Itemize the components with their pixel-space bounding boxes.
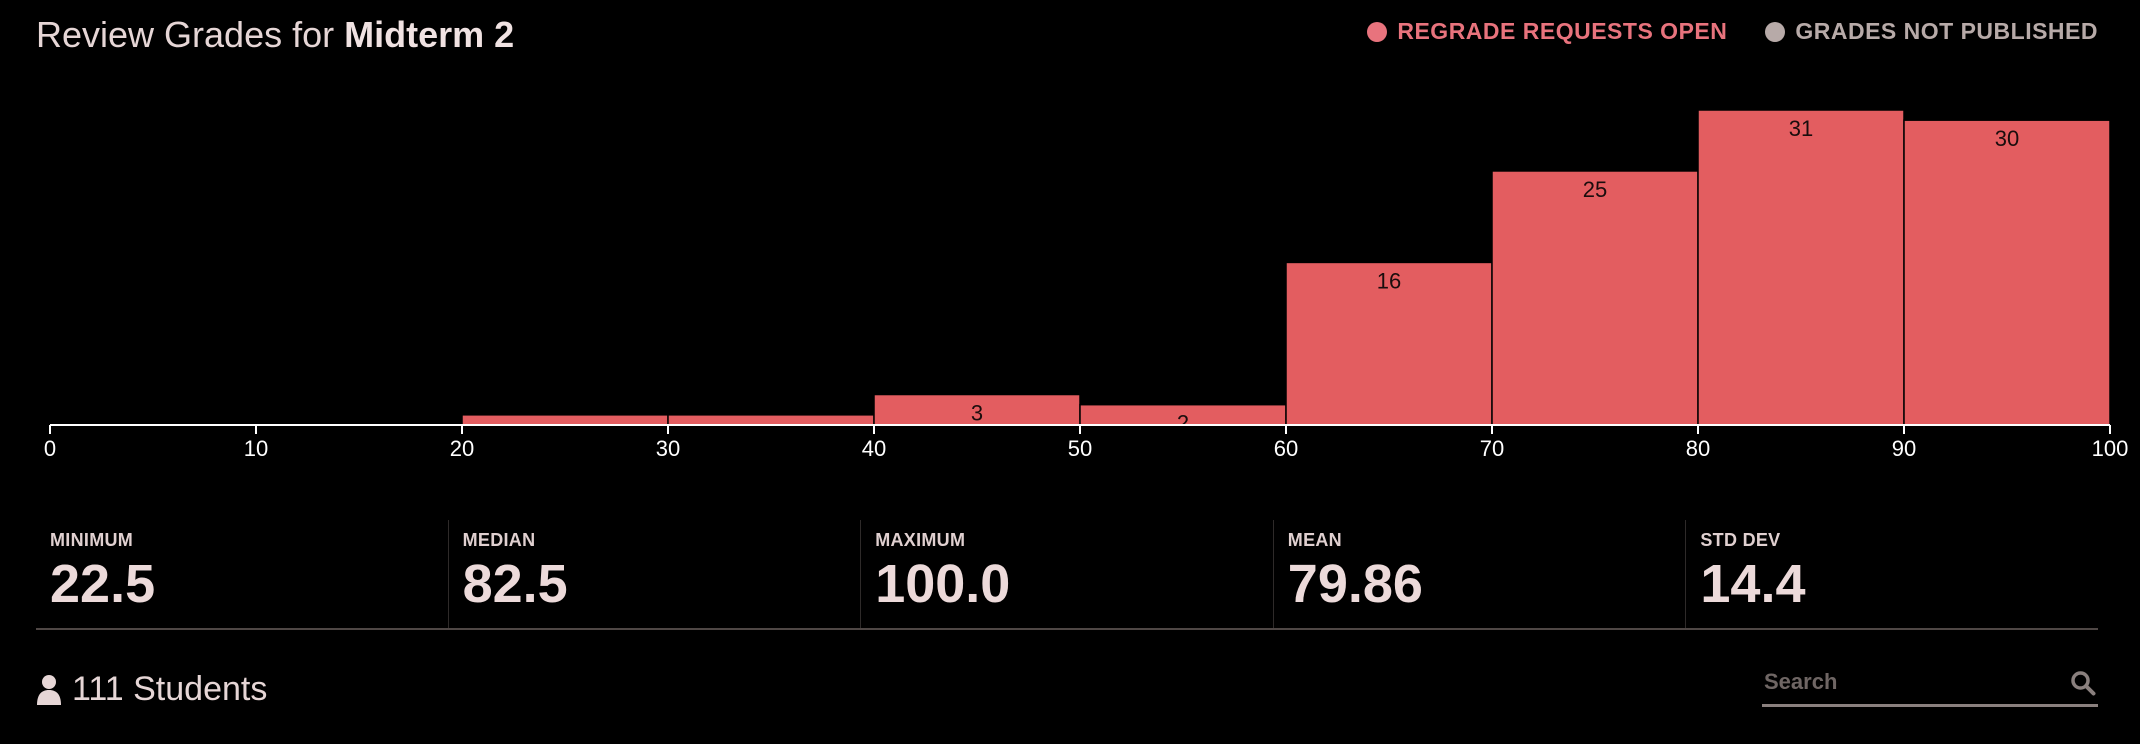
histogram-bar-40-50[interactable]	[873, 393, 1081, 425]
stat-maximum-label: MAXIMUM	[875, 530, 966, 550]
stat-median-label: MEDIAN	[462, 530, 536, 550]
histogram-x-tick-label: 100	[2092, 436, 2129, 461]
status-indicators: REGRADE REQUESTS OPEN GRADES NOT PUBLISH…	[1367, 18, 2098, 45]
histogram-x-tick-label: 30	[656, 436, 680, 461]
stat-mean-value: 79.86	[1287, 554, 1423, 614]
regrade-status-label: REGRADE REQUESTS OPEN	[1397, 18, 1728, 44]
stat-maximum-value: 100.0	[875, 554, 1011, 614]
student-count-label: 111 Students	[72, 670, 268, 708]
stat-std-dev-value: 14.4	[1700, 554, 1806, 614]
stat-maximum: MAXIMUM 100.0	[860, 520, 1273, 628]
page-title: Review Grades for Midterm 2	[36, 14, 514, 56]
grade-histogram: 3 2 16 25 31 30 0 10 20 30 40 50 60 70 80 90 100	[44, 109, 2129, 461]
stat-minimum-label: MINIMUM	[50, 530, 134, 550]
search-input[interactable]	[1762, 664, 2054, 700]
stat-std-dev: STD DEV 14.4	[1685, 520, 2098, 628]
histogram-bar-30-40[interactable]	[667, 414, 875, 425]
stat-minimum: MINIMUM 22.5	[36, 520, 448, 628]
histogram-bar-label: 16	[1377, 268, 1401, 293]
histogram-bar-80-90[interactable]	[1697, 109, 1905, 425]
histogram-x-tick-label: 50	[1068, 436, 1092, 461]
histogram-bar-20-30[interactable]	[461, 414, 669, 425]
exam-name: Midterm 2	[344, 14, 515, 55]
regrade-status[interactable]: REGRADE REQUESTS OPEN	[1367, 18, 1727, 45]
histogram-bar-label: 31	[1789, 116, 1813, 141]
search-icon[interactable]	[2070, 670, 2096, 696]
histogram-x-tick-label: 0	[44, 436, 56, 461]
histogram-x-tick-label: 10	[244, 436, 268, 461]
summary-stats: MINIMUM 22.5 MEDIAN 82.5 MAXIMUM 100.0 M…	[36, 520, 2098, 630]
publish-status[interactable]: GRADES NOT PUBLISHED	[1765, 18, 2098, 45]
histogram-x-tick-label: 90	[1892, 436, 1916, 461]
histogram-bar-90-100[interactable]	[1903, 119, 2111, 425]
student-count: 111 Students	[36, 670, 267, 709]
stat-std-dev-label: STD DEV	[1700, 530, 1781, 550]
stat-mean-label: MEAN	[1287, 530, 1342, 550]
person-icon	[37, 674, 61, 705]
histogram-x-tick-label: 70	[1480, 436, 1504, 461]
histogram-bar-70-80[interactable]	[1491, 170, 1699, 425]
histogram-bar-label: 3	[971, 401, 983, 426]
search-box	[1762, 664, 2098, 707]
histogram-bar-label: 2	[1177, 411, 1189, 436]
page-title-prefix: Review Grades for	[36, 14, 335, 55]
histogram-bar-label: 25	[1583, 177, 1607, 202]
histogram-bar-label: 30	[1995, 126, 2019, 151]
stat-median-value: 82.5	[462, 554, 568, 614]
histogram-x-tick-label: 20	[450, 436, 474, 461]
histogram-x-tick-label: 60	[1274, 436, 1298, 461]
stat-mean: MEAN 79.86	[1272, 520, 1686, 628]
regrade-status-dot-icon	[1367, 21, 1388, 42]
stat-minimum-value: 22.5	[50, 554, 156, 614]
histogram-x-tick-label: 40	[862, 436, 886, 461]
publish-status-dot-icon	[1765, 21, 1786, 42]
stat-median: MEDIAN 82.5	[447, 520, 861, 628]
publish-status-label: GRADES NOT PUBLISHED	[1795, 18, 2098, 44]
histogram-x-tick-label: 80	[1686, 436, 1710, 461]
